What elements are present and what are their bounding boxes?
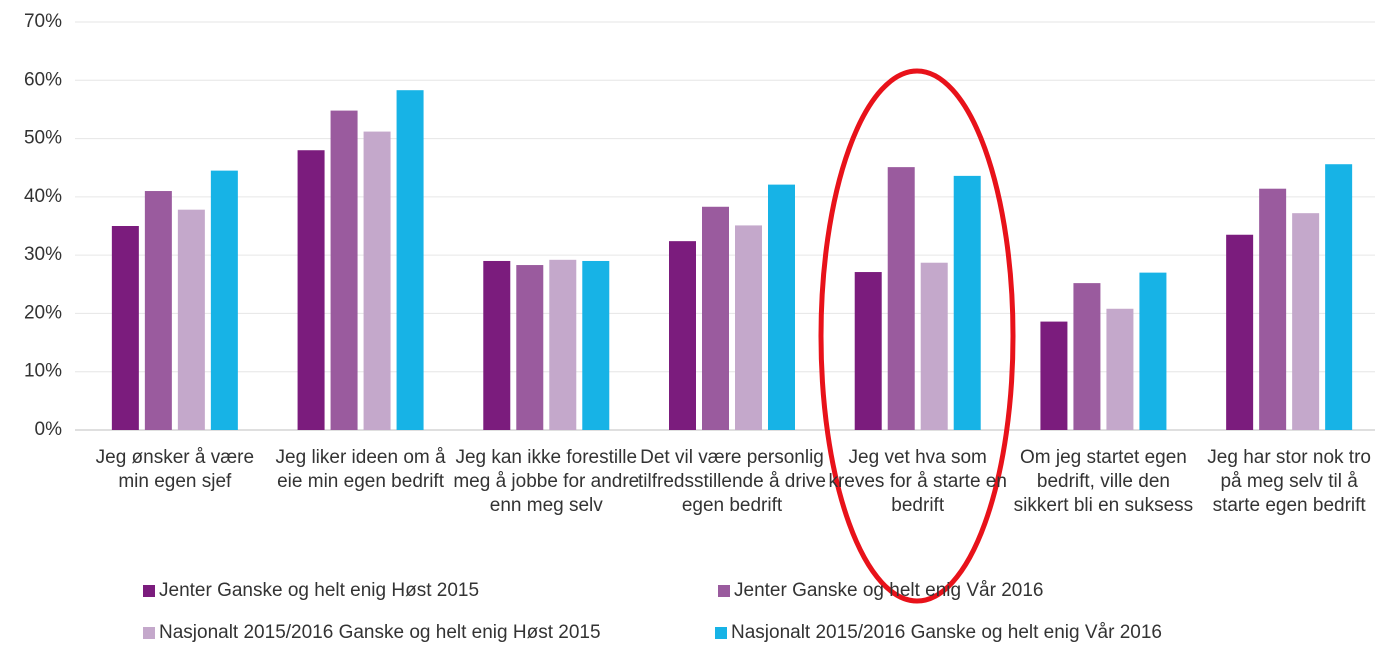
bar (887, 167, 915, 431)
bar (330, 110, 358, 430)
bar (953, 175, 981, 430)
legend-label: Nasjonalt 2015/2016 Ganske og helt enig … (731, 622, 1162, 643)
bars (111, 90, 1353, 431)
y-tick-label: 40% (24, 186, 62, 207)
legend-swatch (143, 585, 155, 597)
legend-swatch (715, 627, 727, 639)
y-tick-label: 50% (24, 128, 62, 149)
bar (210, 170, 238, 430)
y-tick-label: 30% (24, 244, 62, 265)
bar (1259, 188, 1287, 430)
bar (483, 260, 511, 430)
x-tick-label: Jeg liker ideen om å eie min egen bedrif… (275, 447, 446, 492)
bar (1139, 272, 1167, 430)
y-tick-label: 70% (24, 11, 62, 32)
bar (1226, 234, 1254, 430)
bar (144, 191, 172, 430)
bar (111, 226, 139, 430)
highlight-ellipse (818, 68, 1016, 604)
x-tick-label: Jeg kan ikke forestille meg å jobbe for … (453, 447, 640, 516)
legend-item: Nasjonalt 2015/2016 Ganske og helt enig … (143, 622, 601, 644)
bar (702, 206, 729, 430)
x-tick-label: Jeg ønsker å være min egen sjef (95, 447, 255, 492)
y-tick-label: 60% (24, 69, 62, 90)
legend-swatch (143, 627, 155, 639)
legend-label: Nasjonalt 2015/2016 Ganske og helt enig … (159, 622, 601, 643)
bar (1073, 283, 1101, 430)
bar (396, 90, 424, 431)
legend-swatch (718, 585, 730, 597)
bar (735, 225, 762, 430)
bar (177, 209, 205, 430)
bar (1292, 213, 1320, 430)
legend-label: Jenter Ganske og helt enig Høst 2015 (159, 580, 480, 601)
legend-label: Jenter Ganske og helt enig Vår 2016 (734, 580, 1044, 601)
legend-item: Nasjonalt 2015/2016 Ganske og helt enig … (715, 622, 1162, 644)
bar (1325, 164, 1353, 430)
y-tick-label: 0% (35, 419, 63, 440)
bar (1106, 308, 1134, 430)
x-tick-label: Det vil være personlig tilfredsstillende… (638, 447, 826, 516)
y-tick-label: 20% (24, 302, 62, 323)
bar (549, 259, 577, 430)
bar (297, 150, 325, 430)
x-tick-label: Om jeg startet egen bedrift, ville den s… (1013, 447, 1194, 516)
legend-item: Jenter Ganske og helt enig Vår 2016 (718, 580, 1043, 602)
x-tick-label: Jeg har stor nok tro på meg selv til å s… (1207, 447, 1371, 516)
x-tick-label: Jeg vet hva som kreves for å starte en b… (828, 447, 1007, 516)
bar (920, 262, 948, 430)
bar (363, 131, 391, 430)
bar (516, 265, 544, 430)
bar (854, 272, 882, 430)
bar (768, 184, 795, 430)
bar (582, 260, 610, 430)
bar (1040, 321, 1068, 430)
bar (669, 241, 696, 430)
y-tick-label: 10% (24, 361, 62, 382)
legend-item: Jenter Ganske og helt enig Høst 2015 (143, 580, 479, 602)
